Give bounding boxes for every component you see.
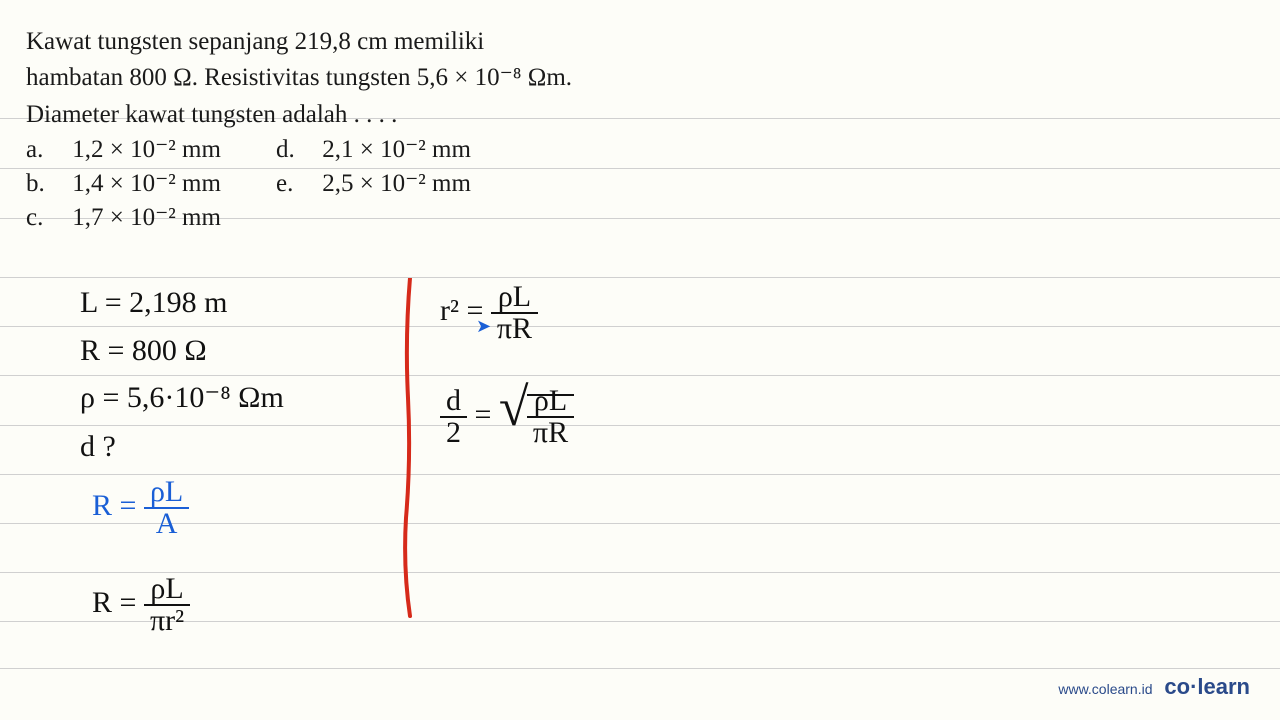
question-line-3: Diameter kawat tungsten adalah . . . . [26,97,646,133]
footer-url: www.colearn.id [1058,681,1152,697]
option-b: b. 1,4 × 10⁻² mm [26,168,276,198]
option-e: e. 2,5 × 10⁻² mm [276,168,536,198]
question-text: Kawat tungsten sepanjang 219,8 cm memili… [26,24,646,133]
divider-line [395,278,425,618]
eq-d2-sqrt: d 2 = √ ρL πR [440,386,574,448]
given-rho: ρ = 5,6·10⁻⁸ Ωm [80,383,284,413]
cursor-arrow-icon: ➤ [476,316,491,337]
given-d-ask: d ? [80,432,116,462]
options-block: a. 1,2 × 10⁻² mm d. 2,1 × 10⁻² mm b. 1,4… [26,134,536,236]
brand-logo: co·learn [1164,674,1250,699]
eq-R-over-A: R = ρL A [92,477,189,539]
option-c: c. 1,7 × 10⁻² mm [26,202,276,232]
option-d: d. 2,1 × 10⁻² mm [276,134,536,164]
eq-R-over-pir2: R = ρL πr² [92,574,190,636]
given-R: R = 800 Ω [80,336,207,366]
given-L: L = 2,198 m [80,288,227,318]
footer: www.colearn.id co·learn [1058,674,1250,700]
option-a: a. 1,2 × 10⁻² mm [26,134,276,164]
question-line-2: hambatan 800 Ω. Resistivitas tungsten 5,… [26,60,646,96]
question-line-1: Kawat tungsten sepanjang 219,8 cm memili… [26,24,646,60]
